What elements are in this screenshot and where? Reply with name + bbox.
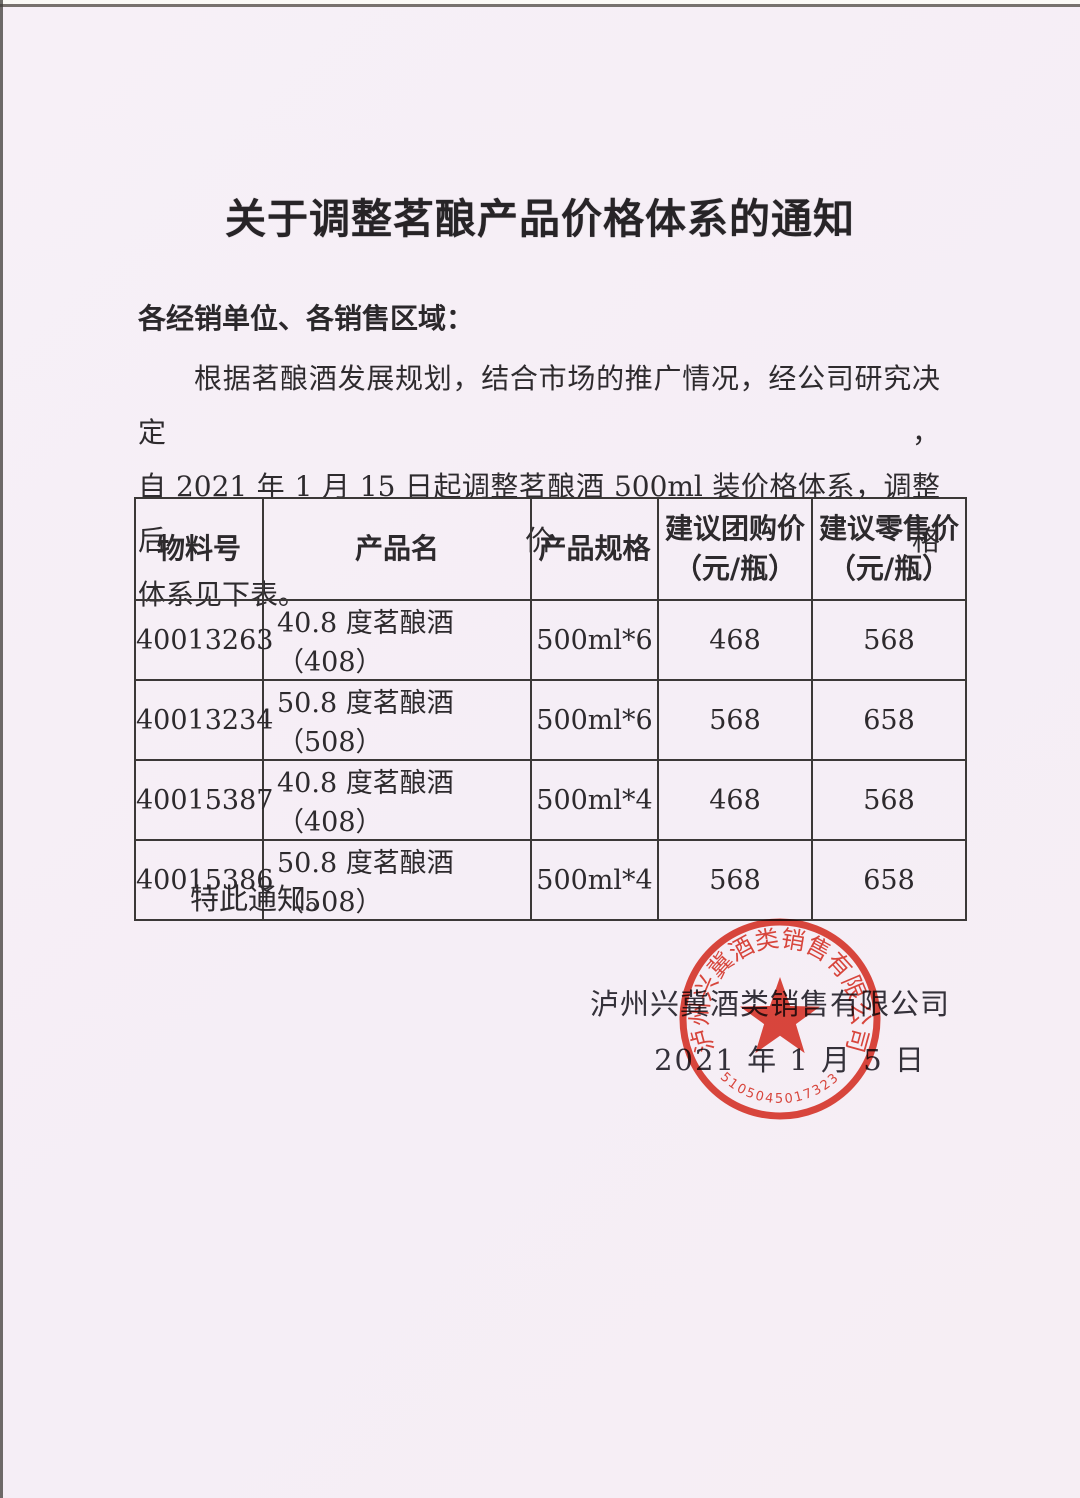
seal-serial-number: 5105045017323 — [717, 1070, 843, 1107]
cell-group-price: 468 — [657, 599, 813, 681]
cell-material-no: 40013263 — [134, 599, 273, 681]
table-row: 40013263 40.8 度茗酿酒（408） 500ml*6 468 568 — [134, 599, 967, 681]
scan-edge-top-line — [0, 4, 1080, 7]
col-header-spec: 产品规格 — [530, 497, 659, 601]
scan-edge-top — [0, 0, 1080, 4]
cell-retail-price: 658 — [811, 839, 967, 921]
company-seal-stamp: 泸州兴冀酒类销售有限公司 5105045017323 — [679, 918, 881, 1120]
col-header-material-no: 物料号 — [134, 497, 264, 601]
cell-material-no: 40015386 — [134, 839, 273, 921]
seal-star-icon — [740, 977, 820, 1054]
col-header-retail-price: 建议零售价 （元/瓶） — [811, 497, 967, 601]
cell-spec: 500ml*4 — [530, 759, 659, 841]
cell-material-no: 40015387 — [134, 759, 273, 841]
price-table: 物料号 产品名 产品规格 建议团购价 （元/瓶） 建议零售价 （元/瓶） 400… — [134, 497, 967, 921]
col-header-product-name: 产品名 — [262, 497, 532, 601]
table-row: 40013234 50.8 度茗酿酒（508） 500ml*6 568 658 — [134, 679, 967, 761]
cell-group-price: 568 — [657, 679, 813, 761]
cell-product-name: 40.8 度茗酿酒（408） — [262, 599, 532, 681]
cell-material-no: 40013234 — [134, 679, 273, 761]
page-title: 关于调整茗酿产品价格体系的通知 — [225, 195, 855, 243]
cell-spec: 500ml*6 — [530, 679, 659, 761]
cell-product-name: 50.8 度茗酿酒（508） — [262, 679, 532, 761]
body-line: 根据茗酿酒发展规划，结合市场的推广情况，经公司研究决定， — [138, 362, 940, 449]
closing-text: 特此通知。 — [190, 882, 336, 916]
cell-group-price: 568 — [657, 839, 813, 921]
table-row: 40015387 40.8 度茗酿酒（408） 500ml*4 468 568 — [134, 759, 967, 841]
table-header-row: 物料号 产品名 产品规格 建议团购价 （元/瓶） 建议零售价 （元/瓶） — [134, 497, 967, 601]
scan-edge-left-line — [0, 0, 3, 1498]
salutation: 各经销单位、各销售区域： — [138, 302, 475, 335]
cell-retail-price: 568 — [811, 599, 967, 681]
cell-retail-price: 568 — [811, 759, 967, 841]
col-header-group-price: 建议团购价 （元/瓶） — [657, 497, 813, 601]
cell-retail-price: 658 — [811, 679, 967, 761]
cell-group-price: 468 — [657, 759, 813, 841]
cell-spec: 500ml*4 — [530, 839, 659, 921]
cell-product-name: 50.8 度茗酿酒（508） — [262, 839, 532, 921]
cell-spec: 500ml*6 — [530, 599, 659, 681]
table-row: 40015386 50.8 度茗酿酒（508） 500ml*4 568 658 — [134, 839, 967, 921]
seal-ring — [679, 918, 881, 1120]
cell-product-name: 40.8 度茗酿酒（408） — [262, 759, 532, 841]
